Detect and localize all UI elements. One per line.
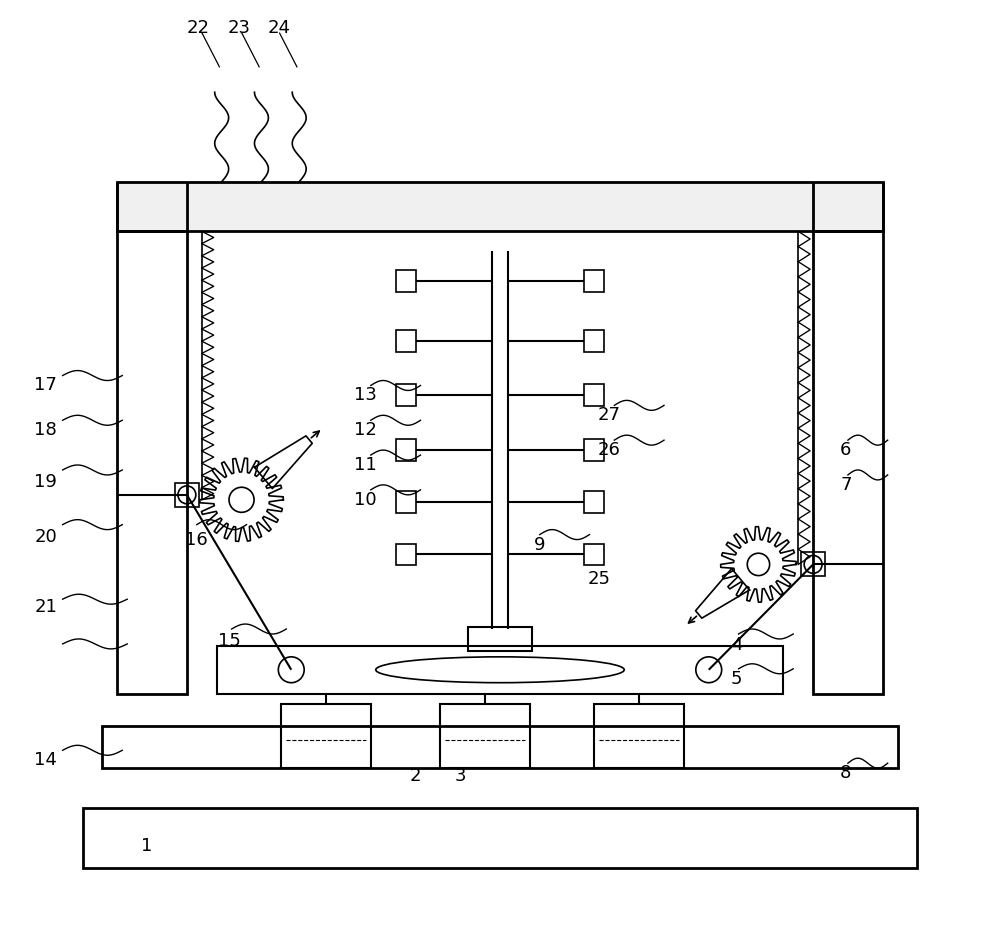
Bar: [102, 726, 898, 768]
Bar: [801, 552, 825, 577]
Bar: [396, 543, 416, 565]
Text: 18: 18: [34, 421, 57, 439]
Bar: [117, 232, 187, 694]
Text: 13: 13: [354, 387, 377, 405]
Text: 17: 17: [34, 377, 57, 394]
Bar: [584, 330, 604, 352]
Bar: [117, 181, 883, 232]
Bar: [217, 646, 783, 694]
Bar: [396, 271, 416, 292]
Bar: [83, 808, 917, 868]
Bar: [440, 704, 530, 768]
Text: 26: 26: [598, 441, 621, 459]
Bar: [396, 330, 416, 352]
Bar: [468, 627, 532, 651]
Text: 7: 7: [840, 476, 852, 494]
Text: 10: 10: [354, 491, 377, 509]
Text: 16: 16: [185, 530, 208, 549]
Bar: [584, 384, 604, 406]
Text: 5: 5: [731, 670, 742, 687]
Bar: [584, 543, 604, 565]
Bar: [396, 384, 416, 406]
Text: 19: 19: [34, 472, 57, 491]
Text: 15: 15: [218, 632, 241, 650]
Bar: [584, 439, 604, 461]
Text: 9: 9: [534, 536, 546, 553]
Text: 22: 22: [186, 19, 209, 36]
Bar: [584, 491, 604, 512]
Text: 1: 1: [141, 837, 153, 855]
Text: 23: 23: [228, 19, 251, 36]
Bar: [594, 704, 684, 768]
Text: 2: 2: [410, 767, 421, 785]
Text: 20: 20: [34, 527, 57, 546]
Text: 3: 3: [454, 767, 466, 785]
Bar: [396, 439, 416, 461]
Bar: [281, 704, 371, 768]
Text: 14: 14: [34, 751, 57, 769]
Text: 27: 27: [598, 406, 621, 424]
Bar: [813, 232, 883, 694]
Bar: [175, 483, 199, 507]
Text: 21: 21: [34, 598, 57, 617]
Text: 24: 24: [268, 19, 291, 36]
Text: 6: 6: [840, 441, 852, 459]
Bar: [584, 271, 604, 292]
Text: 25: 25: [588, 570, 611, 589]
Text: 4: 4: [731, 636, 742, 654]
Text: 11: 11: [354, 456, 377, 474]
Bar: [396, 491, 416, 512]
Text: 8: 8: [840, 764, 852, 782]
Text: 12: 12: [354, 421, 377, 439]
